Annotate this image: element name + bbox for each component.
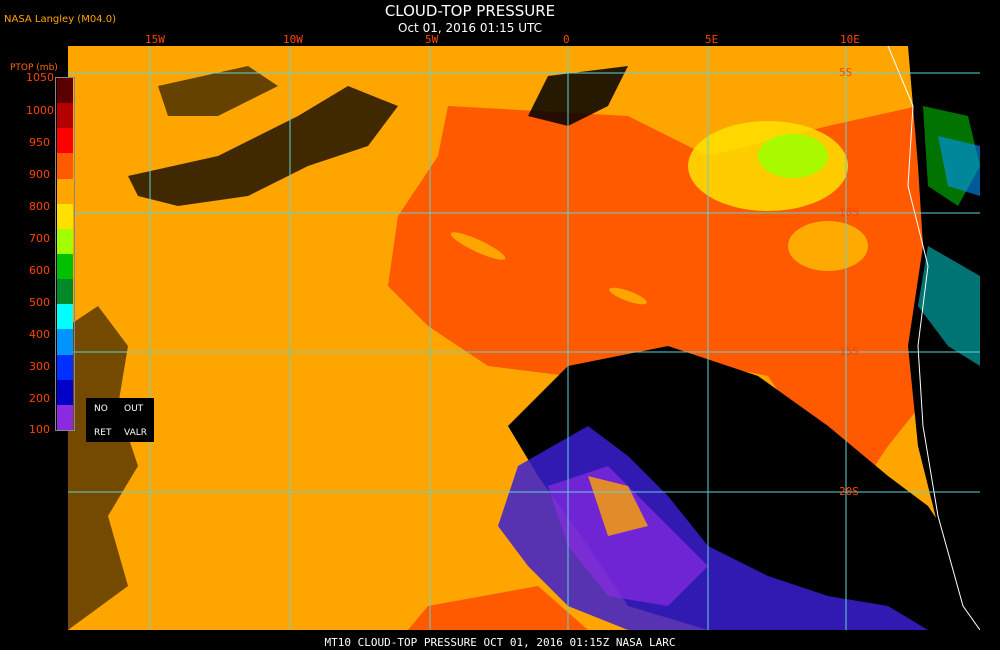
colorbar-swatch <box>57 304 73 330</box>
colorbar-tick: 500 <box>29 296 50 309</box>
lat-label-15s: 15S <box>839 345 859 358</box>
colorbar-swatch <box>57 354 73 381</box>
lon-label-15w: 15W <box>145 33 165 46</box>
lon-label-10w: 10W <box>283 33 303 46</box>
colorbar-tick: 1000 <box>26 104 54 117</box>
colorbar-tick: 950 <box>29 136 50 149</box>
ret-label: RET <box>94 428 112 438</box>
lon-label-10e: 10E <box>840 33 860 46</box>
colorbar-swatch <box>57 153 73 180</box>
colorbar-swatch <box>57 329 73 356</box>
cloud-gap-north <box>128 86 398 206</box>
colorbar-swatch <box>57 203 73 230</box>
colorbar-tick: 800 <box>29 200 50 213</box>
colorbar-tick: 600 <box>29 264 50 277</box>
colorbar-swatch <box>57 379 73 406</box>
colorbar-tick: 700 <box>29 232 50 245</box>
colorbar-tick: 1050 <box>26 71 54 84</box>
land-cloud-east2 <box>918 246 980 366</box>
lon-label-5w: 5W <box>425 33 439 46</box>
colorbar-tick: 300 <box>29 360 50 373</box>
colorbar-tick: 900 <box>29 168 50 181</box>
high-cloud-ne2 <box>788 221 868 271</box>
lat-label-10s: 10S <box>839 206 859 219</box>
colorbar-tick: 100 <box>29 423 50 436</box>
no-label: NO <box>94 404 108 414</box>
cloud-streak2 <box>609 287 647 305</box>
colorbar <box>55 77 75 431</box>
cloud-gap-north2 <box>158 66 278 116</box>
map-title: CLOUD-TOP PRESSURE <box>384 2 556 20</box>
colorbar-swatch <box>57 178 73 205</box>
satellite-map <box>68 0 981 631</box>
organization-label: NASA Langley (M04.0) <box>4 14 116 25</box>
colorbar-swatch <box>57 228 73 255</box>
colorbar-swatch <box>57 254 73 280</box>
valr-label: VALR <box>124 428 148 438</box>
northwest-cloud <box>68 46 278 216</box>
colorbar-swatch <box>57 78 73 104</box>
no-retrieval-legend: NO RET OUT VALR <box>86 398 154 442</box>
colorbar-tick: 200 <box>29 392 50 405</box>
colorbar-title: PTOP (mb) <box>10 63 58 73</box>
highest-cloud-south <box>548 466 708 606</box>
mixed-cloud-south <box>588 476 648 536</box>
colorbar-swatch <box>57 128 73 154</box>
map-subtitle: Oct 01, 2016 01:15 UTC <box>398 21 542 35</box>
colorbar-swatch <box>57 404 73 431</box>
coastline <box>842 0 981 631</box>
colorbar-swatch <box>57 103 73 129</box>
lon-label-0: 0 <box>563 33 570 46</box>
footer-caption: MT10 CLOUD-TOP PRESSURE OCT 01, 2016 01:… <box>0 636 1000 650</box>
colorbar-swatch <box>57 279 73 305</box>
cloud-gap-top <box>528 66 628 126</box>
out-label: OUT <box>124 404 144 414</box>
lat-label-5s: 5S <box>839 66 853 79</box>
cloud-top-pressure-field <box>68 0 981 631</box>
colorbar-tick: 400 <box>29 328 50 341</box>
mid-cloud-southwest <box>408 586 588 630</box>
cloud-free-west <box>68 306 138 630</box>
higher-cloud-ne <box>758 134 828 178</box>
land-cloud-east3 <box>938 136 980 196</box>
cloud-streak <box>450 232 506 260</box>
lat-label-20s: 20S <box>839 485 859 498</box>
lon-label-5e: 5E <box>705 33 719 46</box>
lat-lon-grid <box>68 46 980 630</box>
